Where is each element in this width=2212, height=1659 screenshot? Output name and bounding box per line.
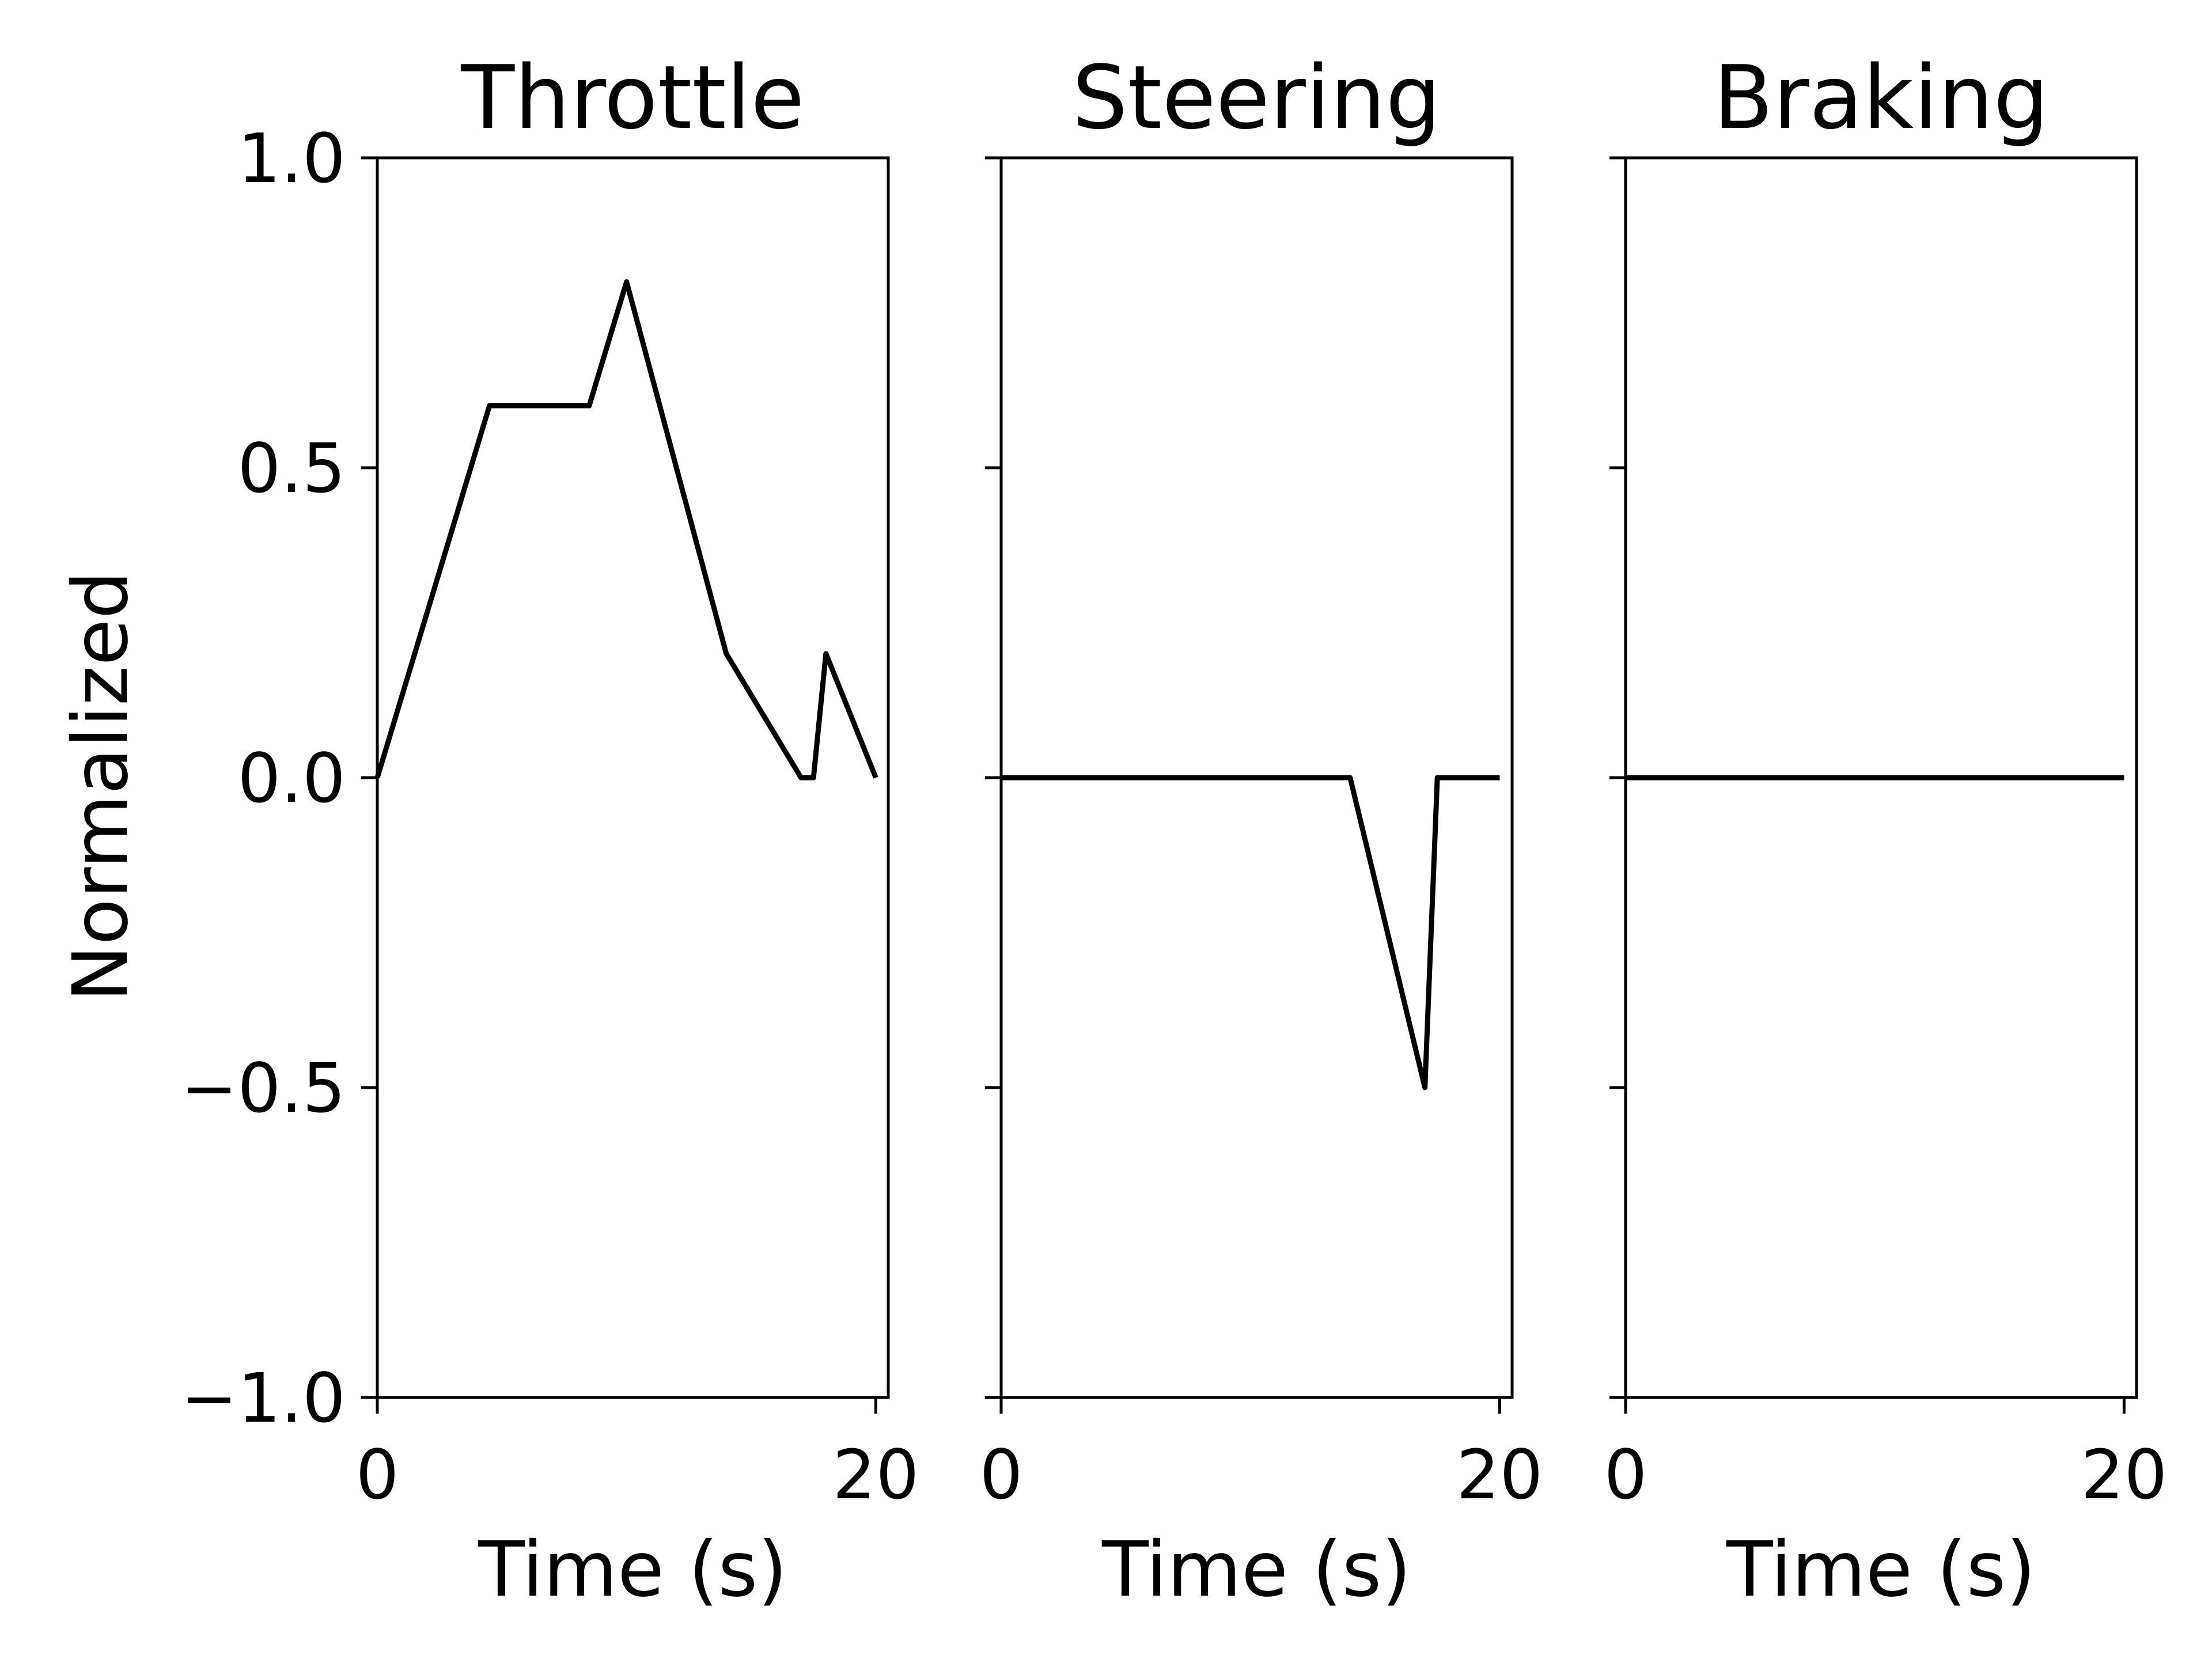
throttle-x-tick-label: 20 [832,1435,919,1514]
throttle-title: Throttle [460,47,804,149]
braking-subplot: Braking 0 20 Time (s) [1604,47,2167,1614]
y-tick-label: −1.0 [180,1358,346,1438]
y-axis-label: Normalized [56,571,145,1002]
steering-series-line [1001,775,1500,1090]
steering-title: Steering [1072,47,1441,149]
braking-title: Braking [1713,47,2049,149]
braking-x-axis-label: Time (s) [1726,1525,2036,1614]
steering-subplot: Steering 0 20 Time (s) [979,47,1543,1614]
braking-x-tick-label: 20 [2081,1435,2167,1514]
throttle-x-axis-label: Time (s) [478,1525,787,1614]
throttle-subplot: Throttle −1.0 −0.5 0.0 0.5 1.0 0 20 Time (s) [180,47,919,1614]
braking-x-tick-label: 0 [1604,1435,1647,1514]
steering-x-axis-label: Time (s) [1101,1525,1411,1614]
steering-x-tick-label: 20 [1456,1435,1543,1514]
y-tick-label: 0.5 [237,429,346,508]
y-tick-label: −0.5 [180,1048,346,1128]
steering-x-tick-label: 0 [979,1435,1022,1514]
y-tick-label: 0.0 [237,738,346,818]
throttle-x-tick-label: 0 [355,1435,399,1514]
y-tick-label: 1.0 [237,119,346,198]
throttle-series-line [374,279,878,781]
